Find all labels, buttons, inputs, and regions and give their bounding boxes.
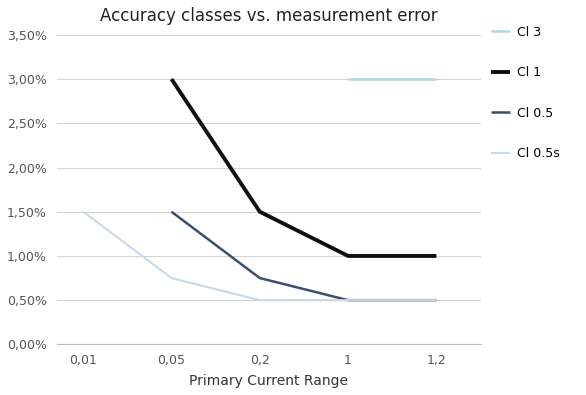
Cl 0.5 — [345, 298, 352, 303]
Cl 0.5 — [433, 298, 440, 303]
Line: Cl 0.5s: Cl 0.5s — [83, 212, 437, 300]
Cl 3 — [433, 77, 440, 81]
Line: Cl 1: Cl 1 — [172, 79, 437, 256]
Cl 0.5s — [80, 209, 87, 214]
Cl 1 — [433, 254, 440, 258]
Cl 1 — [256, 209, 263, 214]
Cl 0.5 — [168, 209, 175, 214]
Cl 1 — [168, 77, 175, 81]
Cl 0.5s — [168, 276, 175, 280]
Cl 0.5s — [345, 298, 352, 303]
Line: Cl 0.5: Cl 0.5 — [172, 212, 437, 300]
Cl 0.5s — [256, 298, 263, 303]
Cl 0.5 — [256, 276, 263, 280]
Cl 1 — [345, 254, 352, 258]
Cl 0.5s — [433, 298, 440, 303]
Title: Accuracy classes vs. measurement error: Accuracy classes vs. measurement error — [100, 7, 437, 25]
X-axis label: Primary Current Range: Primary Current Range — [189, 374, 348, 388]
Cl 3 — [345, 77, 352, 81]
Legend: Cl 3, Cl 1, Cl 0.5, Cl 0.5s: Cl 3, Cl 1, Cl 0.5, Cl 0.5s — [491, 26, 560, 160]
